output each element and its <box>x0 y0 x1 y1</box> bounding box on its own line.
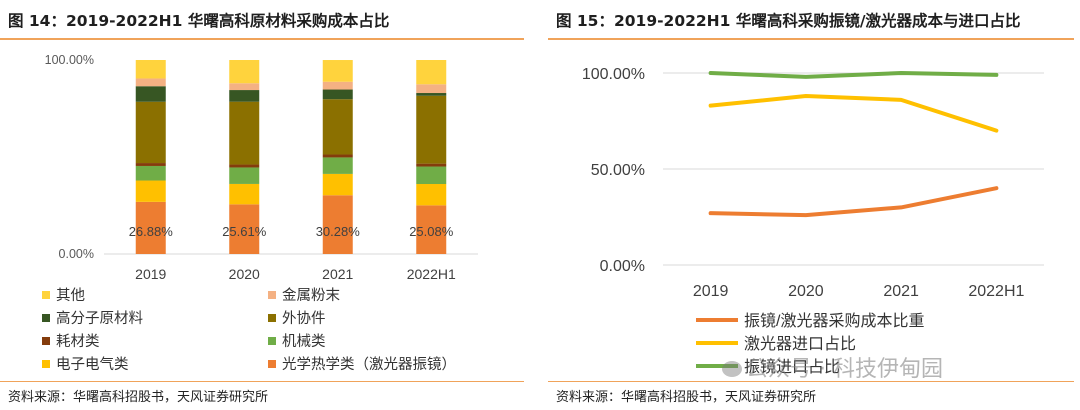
right-chart-title: 图 15：2019-2022H1 华曙高科采购振镜/激光器成本与进口占比 <box>556 12 1021 30</box>
bar-segment <box>229 101 260 165</box>
legend-label: 其他 <box>56 287 85 304</box>
right-title-rule <box>548 38 1074 40</box>
legend-label: 耗材类 <box>56 333 100 350</box>
watermark-text: 公众号 · 科技伊甸园 <box>746 357 943 382</box>
bar-segment <box>229 164 260 168</box>
bar-segment <box>135 86 166 102</box>
legend-swatch <box>268 291 276 299</box>
bar-segment <box>135 201 166 254</box>
y-tick-label: 0.00% <box>600 258 645 275</box>
legend-label: 电子电气类 <box>56 356 129 373</box>
bar-segment <box>322 99 353 155</box>
legend-swatch <box>268 314 276 322</box>
data-label: 26.88% <box>129 224 174 239</box>
legend-swatch <box>42 360 50 368</box>
bar-segment <box>322 60 353 82</box>
legend-swatch <box>268 337 276 345</box>
y-tick-label: 100.00% <box>582 66 645 83</box>
bar-segment <box>135 78 166 87</box>
y-tick-label: 50.00% <box>591 162 645 179</box>
series-line <box>708 186 999 218</box>
bar-segment <box>135 163 166 166</box>
bar-segment <box>416 163 447 167</box>
bar-segment <box>322 173 353 196</box>
x-tick-label: 2020 <box>229 266 260 282</box>
x-tick-label: 2022H1 <box>407 266 456 282</box>
bar-segment <box>416 205 447 254</box>
bar-segment <box>229 204 260 254</box>
stacked-bar-chart: 0.00% 100.00% 26.88% 2019 25.61% 2020 30.28% 20… <box>42 53 478 373</box>
x-tick-label: 2021 <box>883 283 919 300</box>
bar-segment <box>135 60 166 79</box>
bar-segment <box>416 166 447 185</box>
bar-segment <box>229 167 260 184</box>
y-tick-label: 0.00% <box>59 247 94 261</box>
wechat-icon <box>722 361 742 377</box>
legend-swatch <box>42 314 50 322</box>
bar-segment <box>416 184 447 206</box>
series-line <box>708 94 999 133</box>
bar-segment <box>229 183 260 205</box>
left-title-rule <box>0 38 524 40</box>
legend-swatch <box>42 291 50 299</box>
legend-label: 外协件 <box>282 310 326 327</box>
x-tick-label: 2020 <box>788 283 824 300</box>
watermark: 公众号 · 科技伊甸园 <box>722 351 943 383</box>
line-chart: 0.00% 50.00% 100.00% 2019 2020 2021 2022H1 振镜/激… <box>582 66 1044 376</box>
left-chart-panel: 图 14：2019-2022H1 华曙高科原材料采购成本占比 0.00% 100.… <box>0 0 530 410</box>
series-line <box>708 71 999 79</box>
legend-label: 金属粉末 <box>282 287 340 304</box>
legend-label: 激光器进口占比 <box>744 335 856 353</box>
legend-label: 光学热学类（激光器振镜） <box>282 355 456 373</box>
bar-segment <box>322 154 353 158</box>
data-label: 25.61% <box>222 224 267 239</box>
legend-label: 振镜/激光器采购成本比重 <box>744 311 924 330</box>
right-source-note: 资料来源：华曙高科招股书，天风证券研究所 <box>556 390 817 405</box>
right-source-rule <box>548 381 1074 382</box>
bar-segment <box>229 90 260 102</box>
bar-segment <box>135 180 166 202</box>
bar-segment <box>135 165 166 181</box>
bar-segment <box>416 84 447 94</box>
bar-segment <box>416 93 447 96</box>
legend-label: 振镜进口占比 <box>744 357 840 376</box>
bar-segment <box>416 60 447 85</box>
right-chart-panel: 图 15：2019-2022H1 华曙高科采购振镜/激光器成本与进口占比 0.0… <box>548 0 1080 410</box>
bar-segment <box>229 60 260 84</box>
bar-segment <box>229 83 260 91</box>
bar-segment <box>322 81 353 90</box>
left-chart-title: 图 14：2019-2022H1 华曙高科原材料采购成本占比 <box>8 12 390 30</box>
bar-segment <box>135 101 166 164</box>
left-source-note: 资料来源：华曙高科招股书，天风证券研究所 <box>8 390 269 405</box>
x-tick-label: 2022H1 <box>968 283 1024 300</box>
bar-segment <box>322 89 353 100</box>
legend-swatch <box>42 337 50 345</box>
bar-segment <box>322 195 353 254</box>
x-tick-label: 2019 <box>693 283 729 300</box>
left-source-rule <box>0 381 524 382</box>
data-label: 25.08% <box>409 224 454 239</box>
legend-swatch <box>268 360 276 368</box>
bar-segment <box>322 157 353 174</box>
legend-label: 高分子原材料 <box>56 310 143 327</box>
legend-label: 机械类 <box>282 333 326 350</box>
bar-segment <box>416 95 447 164</box>
x-tick-label: 2019 <box>135 266 166 282</box>
x-tick-label: 2021 <box>322 266 353 282</box>
y-tick-label: 100.00% <box>45 53 94 67</box>
data-label: 30.28% <box>316 224 361 239</box>
